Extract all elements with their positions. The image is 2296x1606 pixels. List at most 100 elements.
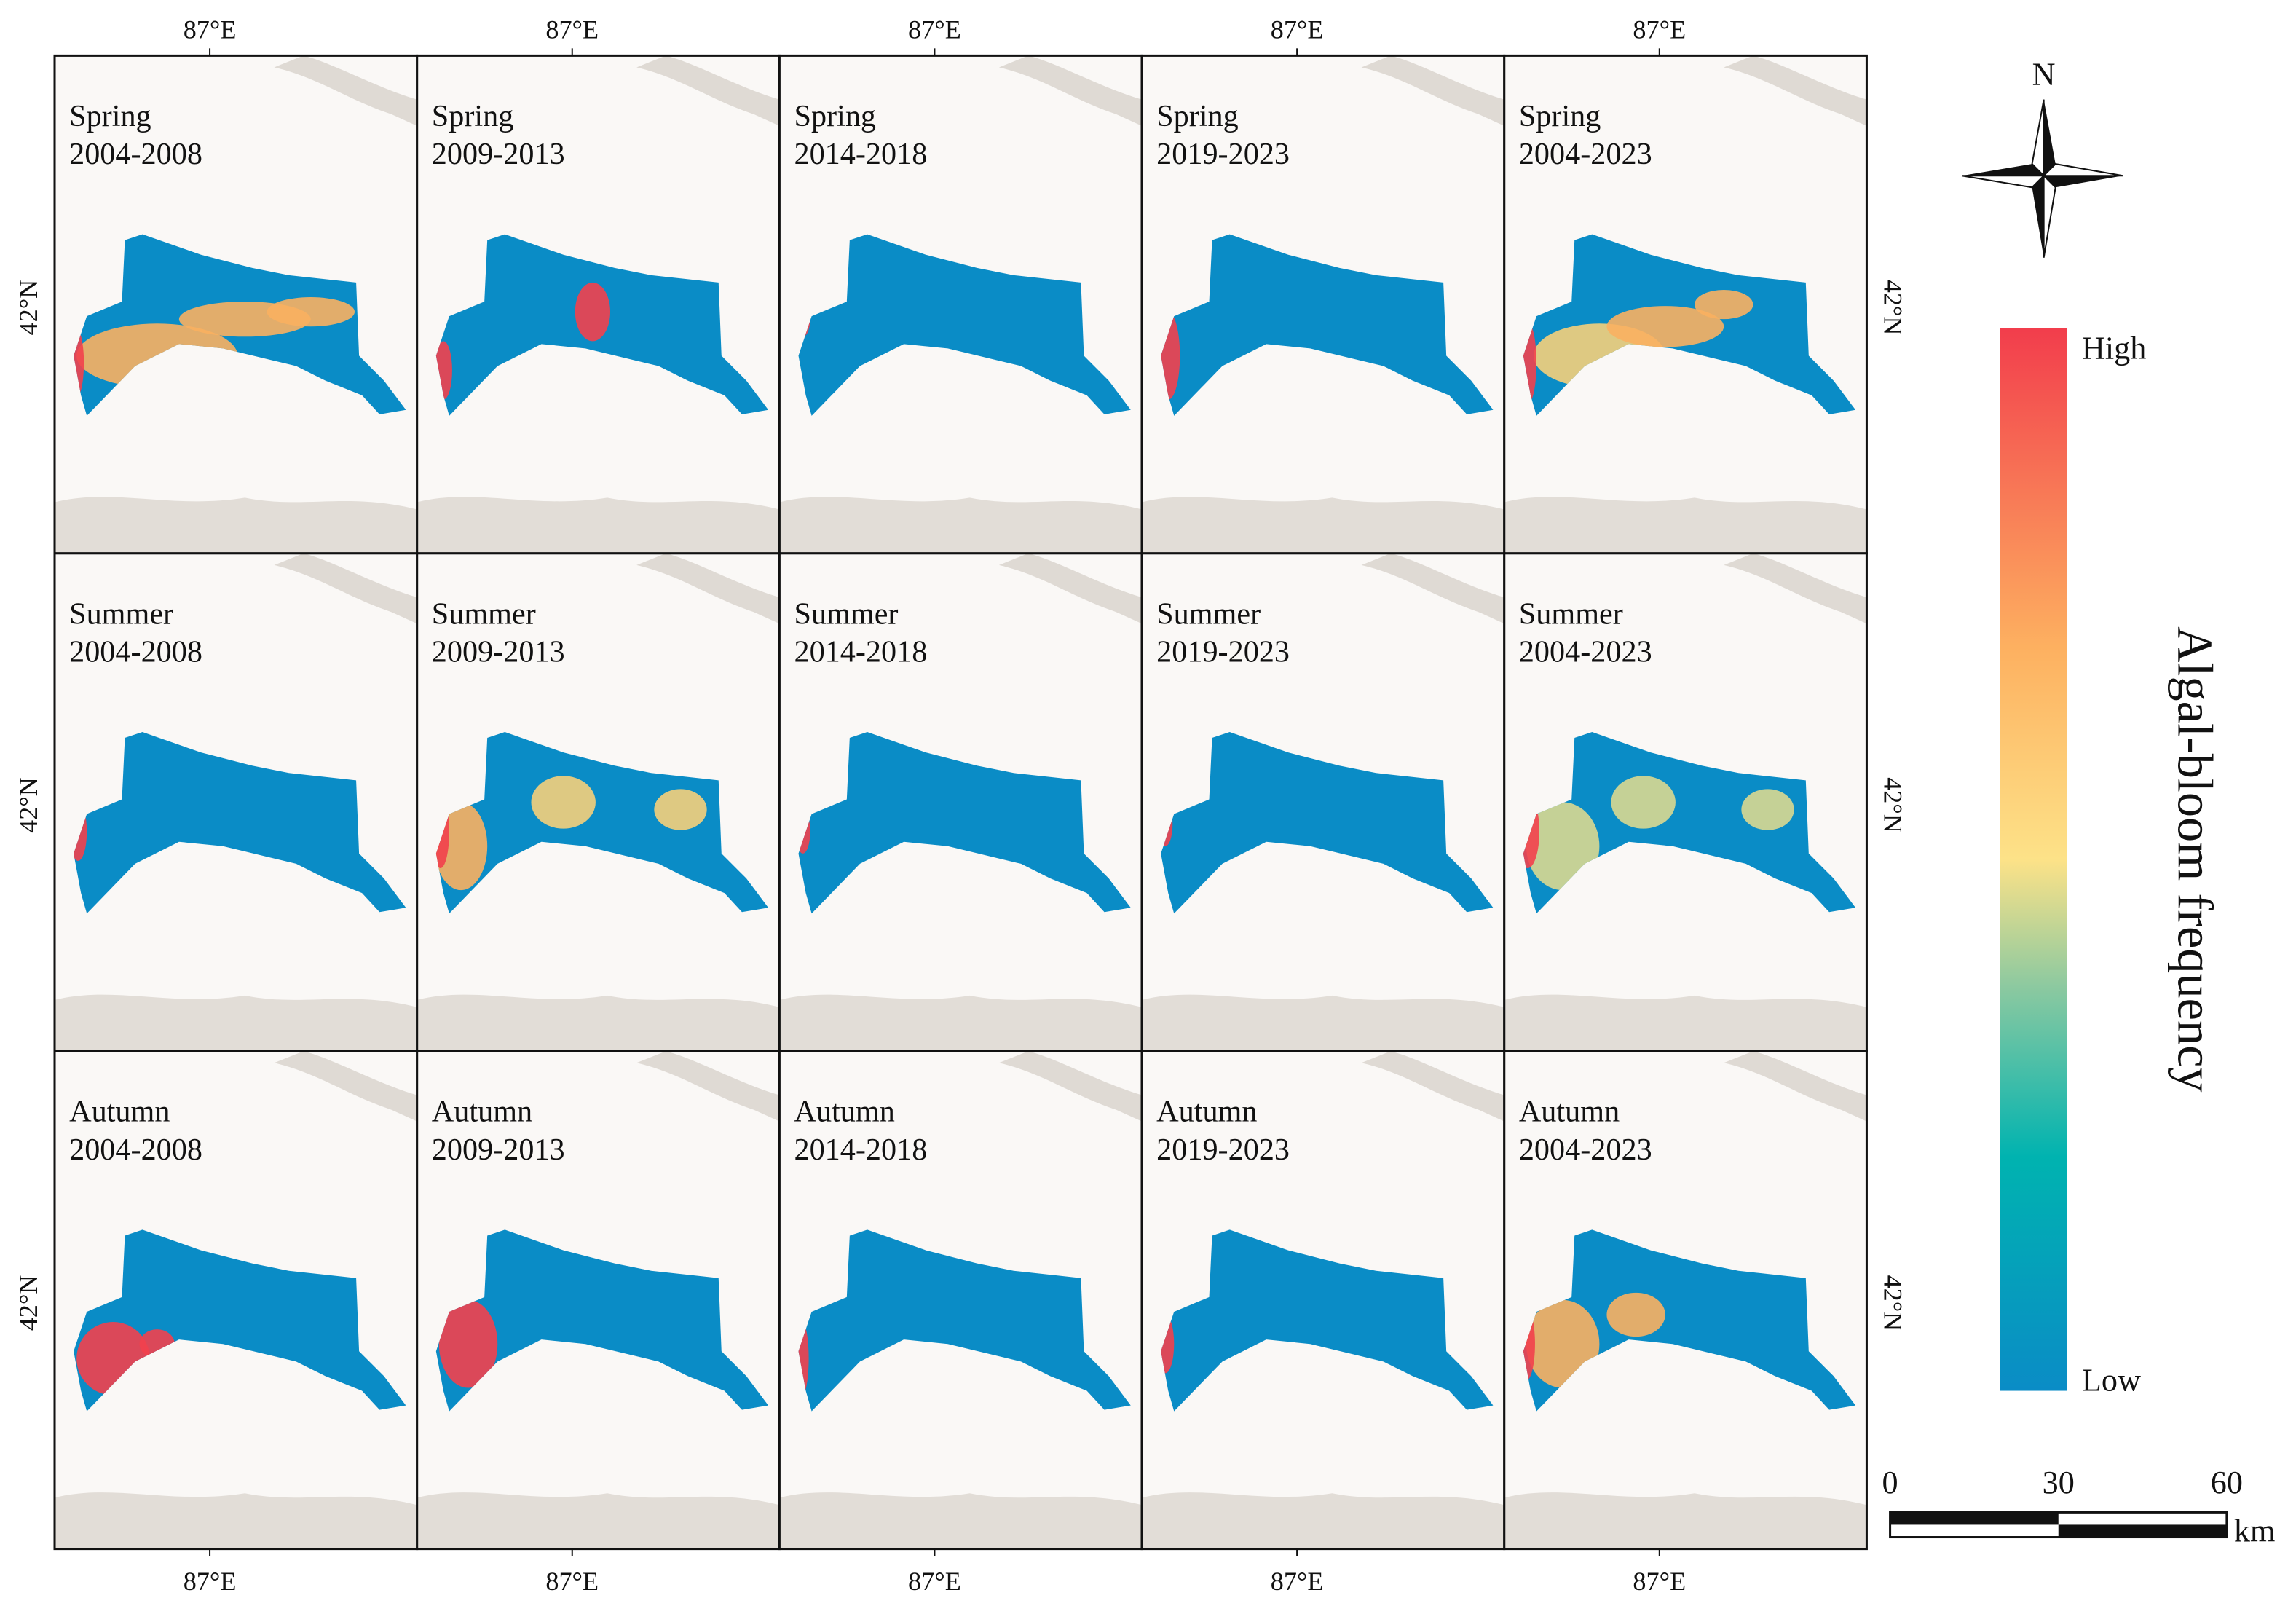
- lake: [1161, 234, 1494, 416]
- panel-frame: [1503, 1050, 1868, 1551]
- lake: [435, 1229, 769, 1412]
- mountains: [779, 497, 1143, 554]
- lat-label: 42°N: [1879, 777, 1908, 833]
- lake: [74, 732, 406, 914]
- mountains: [1361, 55, 1504, 126]
- map-panel: Spring 2009-2013: [416, 54, 781, 555]
- bloom-area: [438, 1299, 498, 1388]
- lake: [1523, 1229, 1856, 1412]
- mountains: [636, 1051, 780, 1122]
- mountains: [274, 1051, 417, 1122]
- bloom-area: [74, 326, 84, 400]
- bloom-area: [1606, 1292, 1665, 1337]
- panel-season: Autumn: [69, 1095, 170, 1129]
- lon-label: 87°E: [545, 15, 599, 44]
- map-panels: Spring 2004-2008 Spring 2009-2013 Spring 2014…: [53, 54, 1868, 1551]
- map-panel: Autumn 2004-2008: [53, 1050, 419, 1551]
- panel-period: 2004-2023: [1519, 137, 1652, 171]
- mountains: [55, 994, 417, 1052]
- lat-label: 42°N: [1879, 1275, 1908, 1331]
- bloom-area: [1161, 1315, 1175, 1374]
- map-panel: Autumn 2014-2018: [778, 1050, 1143, 1551]
- mountains: [779, 1492, 1143, 1549]
- panel-period: 2004-2008: [69, 1133, 202, 1167]
- bloom-area: [1695, 289, 1753, 320]
- scale-unit: km: [2234, 1514, 2276, 1549]
- panel-period: 2009-2013: [432, 635, 565, 669]
- map-panel: Spring 2004-2008: [53, 54, 419, 555]
- panel-period: 2004-2023: [1519, 1133, 1652, 1167]
- panel-season: Summer: [432, 597, 536, 631]
- legend-low: Low: [2082, 1363, 2141, 1398]
- mountains: [417, 497, 780, 554]
- bloom-area: [1523, 322, 1536, 404]
- bloom-overlay: [438, 1299, 498, 1388]
- lon-label: 87°E: [1271, 15, 1324, 44]
- bloom-overlay: [798, 1318, 809, 1400]
- panel-period: 2019-2023: [1156, 137, 1290, 171]
- bloom-area: [531, 776, 596, 829]
- panel-season: Summer: [1519, 597, 1623, 631]
- scale-segment: [2058, 1524, 2227, 1538]
- bloom-overlay: [1161, 1315, 1175, 1374]
- map-panel: Autumn 2004-2023: [1503, 1050, 1868, 1551]
- color-bar: [2000, 328, 2067, 1391]
- panel-season: Summer: [794, 597, 898, 631]
- lake: [798, 1229, 1131, 1412]
- panel-period: 2019-2023: [1156, 635, 1290, 669]
- panel-season: Summer: [1156, 597, 1261, 631]
- lat-label: 42°N: [1879, 280, 1908, 336]
- map-panel: Spring 2004-2023: [1503, 54, 1868, 555]
- mountains: [1504, 1492, 1867, 1549]
- lon-label: 87°E: [908, 1567, 961, 1596]
- panel-season: Autumn: [1156, 1095, 1257, 1129]
- mountains: [417, 1492, 780, 1549]
- mountains: [274, 553, 417, 624]
- lake: [1161, 732, 1494, 914]
- panel-season: Autumn: [794, 1095, 894, 1129]
- panel-season: Spring: [1156, 99, 1239, 133]
- lat-label: 42°N: [14, 1275, 43, 1331]
- bloom-area: [1611, 776, 1676, 829]
- panel-period: 2004-2008: [69, 635, 202, 669]
- mountains: [1361, 553, 1504, 624]
- mountains: [1724, 553, 1867, 624]
- panel-period: 2009-2013: [432, 1133, 565, 1167]
- panel-period: 2014-2018: [794, 1133, 927, 1167]
- north-label: N: [2032, 57, 2056, 92]
- panel-period: 2004-2023: [1519, 635, 1652, 669]
- map-panel: Summer 2009-2013: [416, 552, 781, 1052]
- mountains: [1142, 497, 1504, 554]
- map-panel: Summer 2004-2008: [53, 552, 419, 1052]
- lake: [1523, 732, 1856, 914]
- lon-label: 87°E: [908, 15, 961, 44]
- north-arrow: [1961, 99, 2123, 258]
- map-panel: Spring 2014-2018: [778, 54, 1143, 555]
- lat-label: 42°N: [14, 280, 43, 336]
- lon-label: 87°E: [1633, 15, 1686, 44]
- panel-period: 2014-2018: [794, 635, 927, 669]
- scale-segment: [1890, 1512, 2059, 1525]
- lon-label: 87°E: [184, 15, 237, 44]
- panel-season: Summer: [69, 597, 173, 631]
- lake: [435, 732, 769, 914]
- lake: [798, 234, 1131, 416]
- mountains: [55, 497, 417, 554]
- mountains: [1724, 1051, 1867, 1122]
- mountains: [1724, 55, 1867, 126]
- mountains: [417, 994, 780, 1052]
- mountains: [1142, 994, 1504, 1052]
- map-panel: Summer 2004-2023: [1503, 552, 1868, 1052]
- mountains: [1504, 994, 1867, 1052]
- mountains: [1142, 1492, 1504, 1549]
- mountains: [55, 1492, 417, 1549]
- panel-season: Autumn: [1519, 1095, 1620, 1129]
- panel-season: Spring: [69, 99, 151, 133]
- legend-high: High: [2082, 330, 2146, 366]
- map-panel: Autumn 2009-2013: [416, 1050, 781, 1551]
- legend-title: Algal-bloom frequency: [2168, 626, 2223, 1092]
- lat-label: 42°N: [14, 777, 43, 833]
- mountains: [1504, 497, 1867, 554]
